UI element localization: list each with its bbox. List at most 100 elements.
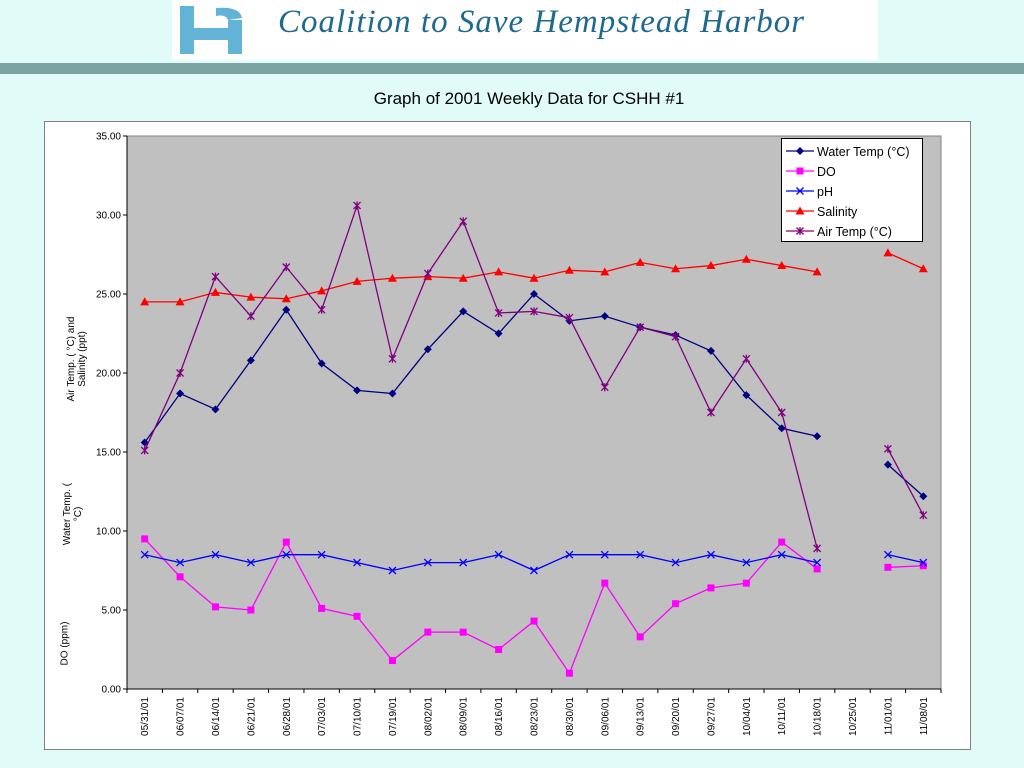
ph-point <box>353 558 362 567</box>
legend-label: Water Temp (°C) <box>817 145 910 159</box>
salinity-point <box>812 267 822 276</box>
air-temp-point <box>530 307 538 316</box>
x-tick-label: 09/13/01 <box>636 697 647 736</box>
air-temp-point <box>777 408 786 417</box>
air-temp-point <box>282 263 291 272</box>
do-point <box>742 579 750 587</box>
salinity-point <box>281 294 291 303</box>
ph-series-line <box>887 554 924 564</box>
do-point <box>495 646 503 653</box>
ph-point <box>565 550 574 559</box>
y-tick-label: 25.00 <box>96 290 121 301</box>
y-tick-label: 5.00 <box>102 606 122 617</box>
water-temp-point <box>777 424 786 433</box>
water-temp-point <box>353 386 362 395</box>
x-tick-label: 09/20/01 <box>671 697 682 736</box>
legend-swatch-air-temp <box>786 227 814 235</box>
x-tick-label: 10/11/01 <box>777 697 788 736</box>
do-point <box>919 562 927 570</box>
water-temp-point <box>813 432 822 441</box>
water-temp-series-line <box>887 464 924 497</box>
ph-point <box>777 550 786 559</box>
header-banner: Coalition to Save Hempstead Harbor <box>172 0 878 60</box>
y-tick-label: 0.00 <box>102 685 122 696</box>
air-temp-point <box>742 354 751 363</box>
legend-item-air-temp: Air Temp (°C) <box>786 222 920 242</box>
salinity-point <box>671 264 681 273</box>
do-point <box>813 565 821 573</box>
water-temp-point <box>246 356 255 365</box>
x-tick-label: 08/02/01 <box>423 697 434 736</box>
air-temp-point <box>919 511 928 520</box>
salinity-point <box>494 267 504 276</box>
do-point <box>707 584 715 592</box>
ph-point <box>211 550 220 559</box>
do-point <box>247 606 255 614</box>
air-temp-point <box>459 217 468 226</box>
legend-item-water-temp: Water Temp (°C) <box>786 142 920 162</box>
ph-point <box>600 550 609 559</box>
do-point <box>176 573 184 581</box>
x-tick-label: 11/01/01 <box>883 697 894 736</box>
air-temp-series-line <box>144 203 818 549</box>
organization-name: Coalition to Save Hempstead Harbor <box>278 4 806 40</box>
salinity-point <box>140 297 150 306</box>
x-tick-label: 10/25/01 <box>848 697 859 736</box>
water-temp-point <box>423 345 432 354</box>
x-tick-label: 07/03/01 <box>317 697 328 736</box>
hempstead-h-logo-icon <box>180 6 242 54</box>
legend-marker <box>796 227 804 235</box>
do-point <box>601 579 609 587</box>
salinity-point <box>600 267 610 276</box>
header-divider <box>0 63 1024 74</box>
water-temp-point <box>530 290 538 298</box>
y-tick-label: 35.00 <box>96 132 121 143</box>
air-temp-point <box>813 544 822 553</box>
salinity-point <box>777 261 787 270</box>
do-series-line <box>887 565 924 568</box>
y-tick-label: 15.00 <box>96 448 121 459</box>
salinity-point <box>706 261 716 270</box>
ph-point <box>530 566 538 575</box>
salinity-point <box>741 254 751 263</box>
air-temp-point <box>246 312 255 321</box>
air-temp-point <box>353 201 362 210</box>
x-tick-label: 08/23/01 <box>530 697 541 736</box>
salinity-point <box>635 257 645 266</box>
do-point <box>353 612 361 620</box>
ph-point <box>176 558 185 567</box>
water-temp-point <box>706 346 715 355</box>
air-temp-point <box>423 269 432 278</box>
ph-point <box>246 558 255 567</box>
x-tick-label: 07/10/01 <box>353 697 364 736</box>
slide-title: Graph of 2001 Weekly Data for CSHH #1 <box>373 89 685 108</box>
x-tick-label: 06/28/01 <box>282 697 293 736</box>
air-temp-point <box>565 313 574 322</box>
legend-swatch-do <box>786 167 814 175</box>
salinity-series-line <box>887 252 924 270</box>
x-tick-label: 08/09/01 <box>459 697 470 736</box>
do-point <box>636 633 644 641</box>
water-temp-point <box>494 329 503 338</box>
air-temp-point <box>883 444 892 453</box>
legend-marker <box>796 147 804 155</box>
x-tick-label: 10/04/01 <box>742 697 753 736</box>
ph-point <box>423 558 432 567</box>
water-temp-point <box>317 359 326 368</box>
salinity-point <box>246 292 256 301</box>
salinity-point <box>175 297 185 306</box>
salinity-point <box>564 265 574 274</box>
water-temp-point <box>883 460 892 469</box>
do-point <box>282 538 290 546</box>
legend-label: DO <box>817 165 836 179</box>
ph-point <box>459 558 468 567</box>
x-tick-label: 10/18/01 <box>813 697 824 736</box>
x-tick-label: 09/27/01 <box>706 697 717 736</box>
salinity-point <box>210 287 220 296</box>
x-tick-label: 11/08/01 <box>919 697 930 736</box>
water-temp-point <box>176 389 185 398</box>
do-series-line <box>144 538 818 675</box>
x-tick-label: 07/19/01 <box>388 697 399 736</box>
legend-item-salinity: Salinity <box>786 202 920 222</box>
legend-swatch-salinity <box>786 206 814 215</box>
